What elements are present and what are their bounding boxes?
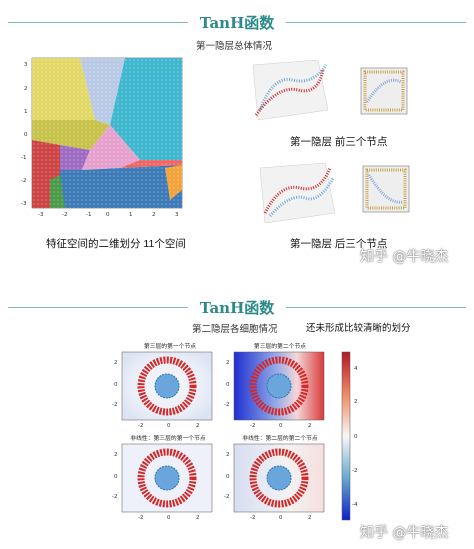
scatter-2d-first xyxy=(355,62,415,122)
svg-text:0: 0 xyxy=(279,423,283,429)
title-rule-right-2 xyxy=(286,307,466,308)
heatmap-panel-2: 2 0 -2 -2 0 2 xyxy=(222,350,332,430)
title-rule-right xyxy=(286,22,466,23)
section-note: 还未形成比较清晰的划分 xyxy=(306,323,411,334)
partition-plot: -3 -2 -1 0 1 2 3 3 2 1 0 -1 -2 -3 xyxy=(20,50,190,225)
section-title-top: TanH函数 xyxy=(199,14,275,32)
y-tick: -1 xyxy=(21,155,26,161)
svg-text:-2: -2 xyxy=(224,494,229,500)
svg-text:4: 4 xyxy=(354,366,358,372)
caption-partition: 特征空间的二维划分 11个空间 xyxy=(46,238,186,250)
svg-text:0: 0 xyxy=(167,423,171,429)
svg-text:-2: -2 xyxy=(138,515,143,521)
svg-text:0: 0 xyxy=(167,515,171,521)
svg-text:0: 0 xyxy=(226,382,230,388)
svg-text:2: 2 xyxy=(226,360,230,366)
svg-text:0: 0 xyxy=(114,382,118,388)
panel-title-3: 非线性：第三层的第一个节点 xyxy=(130,436,206,442)
colorbar: 4 2 0 -2 -4 xyxy=(340,350,370,522)
svg-text:-2: -2 xyxy=(250,423,255,429)
panel-title-2: 第三层的第二个节点 xyxy=(253,344,307,350)
x-tick: 0 xyxy=(106,212,110,218)
svg-text:0: 0 xyxy=(226,474,230,480)
svg-text:2: 2 xyxy=(114,360,118,366)
x-tick: -2 xyxy=(62,212,67,218)
scatter-2d-last xyxy=(357,160,417,220)
heatmap-panel-3: 2 0 -2 -2 0 2 xyxy=(110,442,220,524)
panel-title-1: 第三层的第一个节点 xyxy=(143,344,197,350)
svg-text:2: 2 xyxy=(308,423,312,429)
heatmap-panel-4: 2 0 -2 -2 0 2 xyxy=(222,442,332,524)
y-tick: -3 xyxy=(21,201,27,207)
svg-text:2: 2 xyxy=(196,423,200,429)
svg-text:0: 0 xyxy=(279,515,283,521)
svg-text:0: 0 xyxy=(354,434,358,440)
scatter-3d-last xyxy=(245,158,345,238)
y-tick: -2 xyxy=(21,178,26,184)
caption-last-three: 第一隐层 后三个节点 xyxy=(290,238,388,250)
section-subtitle-top: 第一隐层总体情况 xyxy=(196,41,273,52)
svg-text:0: 0 xyxy=(114,474,118,480)
x-tick: -1 xyxy=(86,212,91,218)
svg-text:-4: -4 xyxy=(352,502,358,508)
y-tick: 2 xyxy=(24,86,28,92)
caption-first-three: 第一隐层 前三个节点 xyxy=(290,136,388,148)
x-tick: -3 xyxy=(38,212,44,218)
watermark-top: 知乎 @牛晓杰 xyxy=(360,249,449,265)
svg-text:2: 2 xyxy=(308,515,312,521)
y-tick: 1 xyxy=(24,109,28,115)
y-tick: 3 xyxy=(24,62,28,68)
y-tick: 0 xyxy=(24,132,28,138)
heatmap-panel-1: 2 0 -2 -2 0 2 xyxy=(110,350,220,430)
section-subtitle-bottom: 第二隐层各细胞情况 xyxy=(192,324,278,335)
title-rule-left xyxy=(8,22,188,23)
title-rule-left-2 xyxy=(8,307,188,308)
svg-text:2: 2 xyxy=(226,452,230,458)
svg-text:2: 2 xyxy=(354,399,358,405)
svg-text:-2: -2 xyxy=(112,494,117,500)
watermark-bottom: 知乎 @牛晓杰 xyxy=(360,525,449,541)
svg-text:2: 2 xyxy=(114,452,118,458)
svg-text:-2: -2 xyxy=(250,515,255,521)
section-title-bottom: TanH函数 xyxy=(199,299,275,317)
svg-text:-2: -2 xyxy=(352,468,357,474)
svg-text:-2: -2 xyxy=(224,402,229,408)
svg-text:-2: -2 xyxy=(112,402,117,408)
x-tick: 3 xyxy=(175,212,179,218)
x-tick: 2 xyxy=(152,212,156,218)
panel-title-4: 非线性：第二层的第二个节点 xyxy=(242,436,318,442)
x-tick: 1 xyxy=(129,212,133,218)
svg-text:2: 2 xyxy=(196,515,200,521)
svg-text:-2: -2 xyxy=(138,423,143,429)
scatter-3d-first xyxy=(238,55,338,135)
